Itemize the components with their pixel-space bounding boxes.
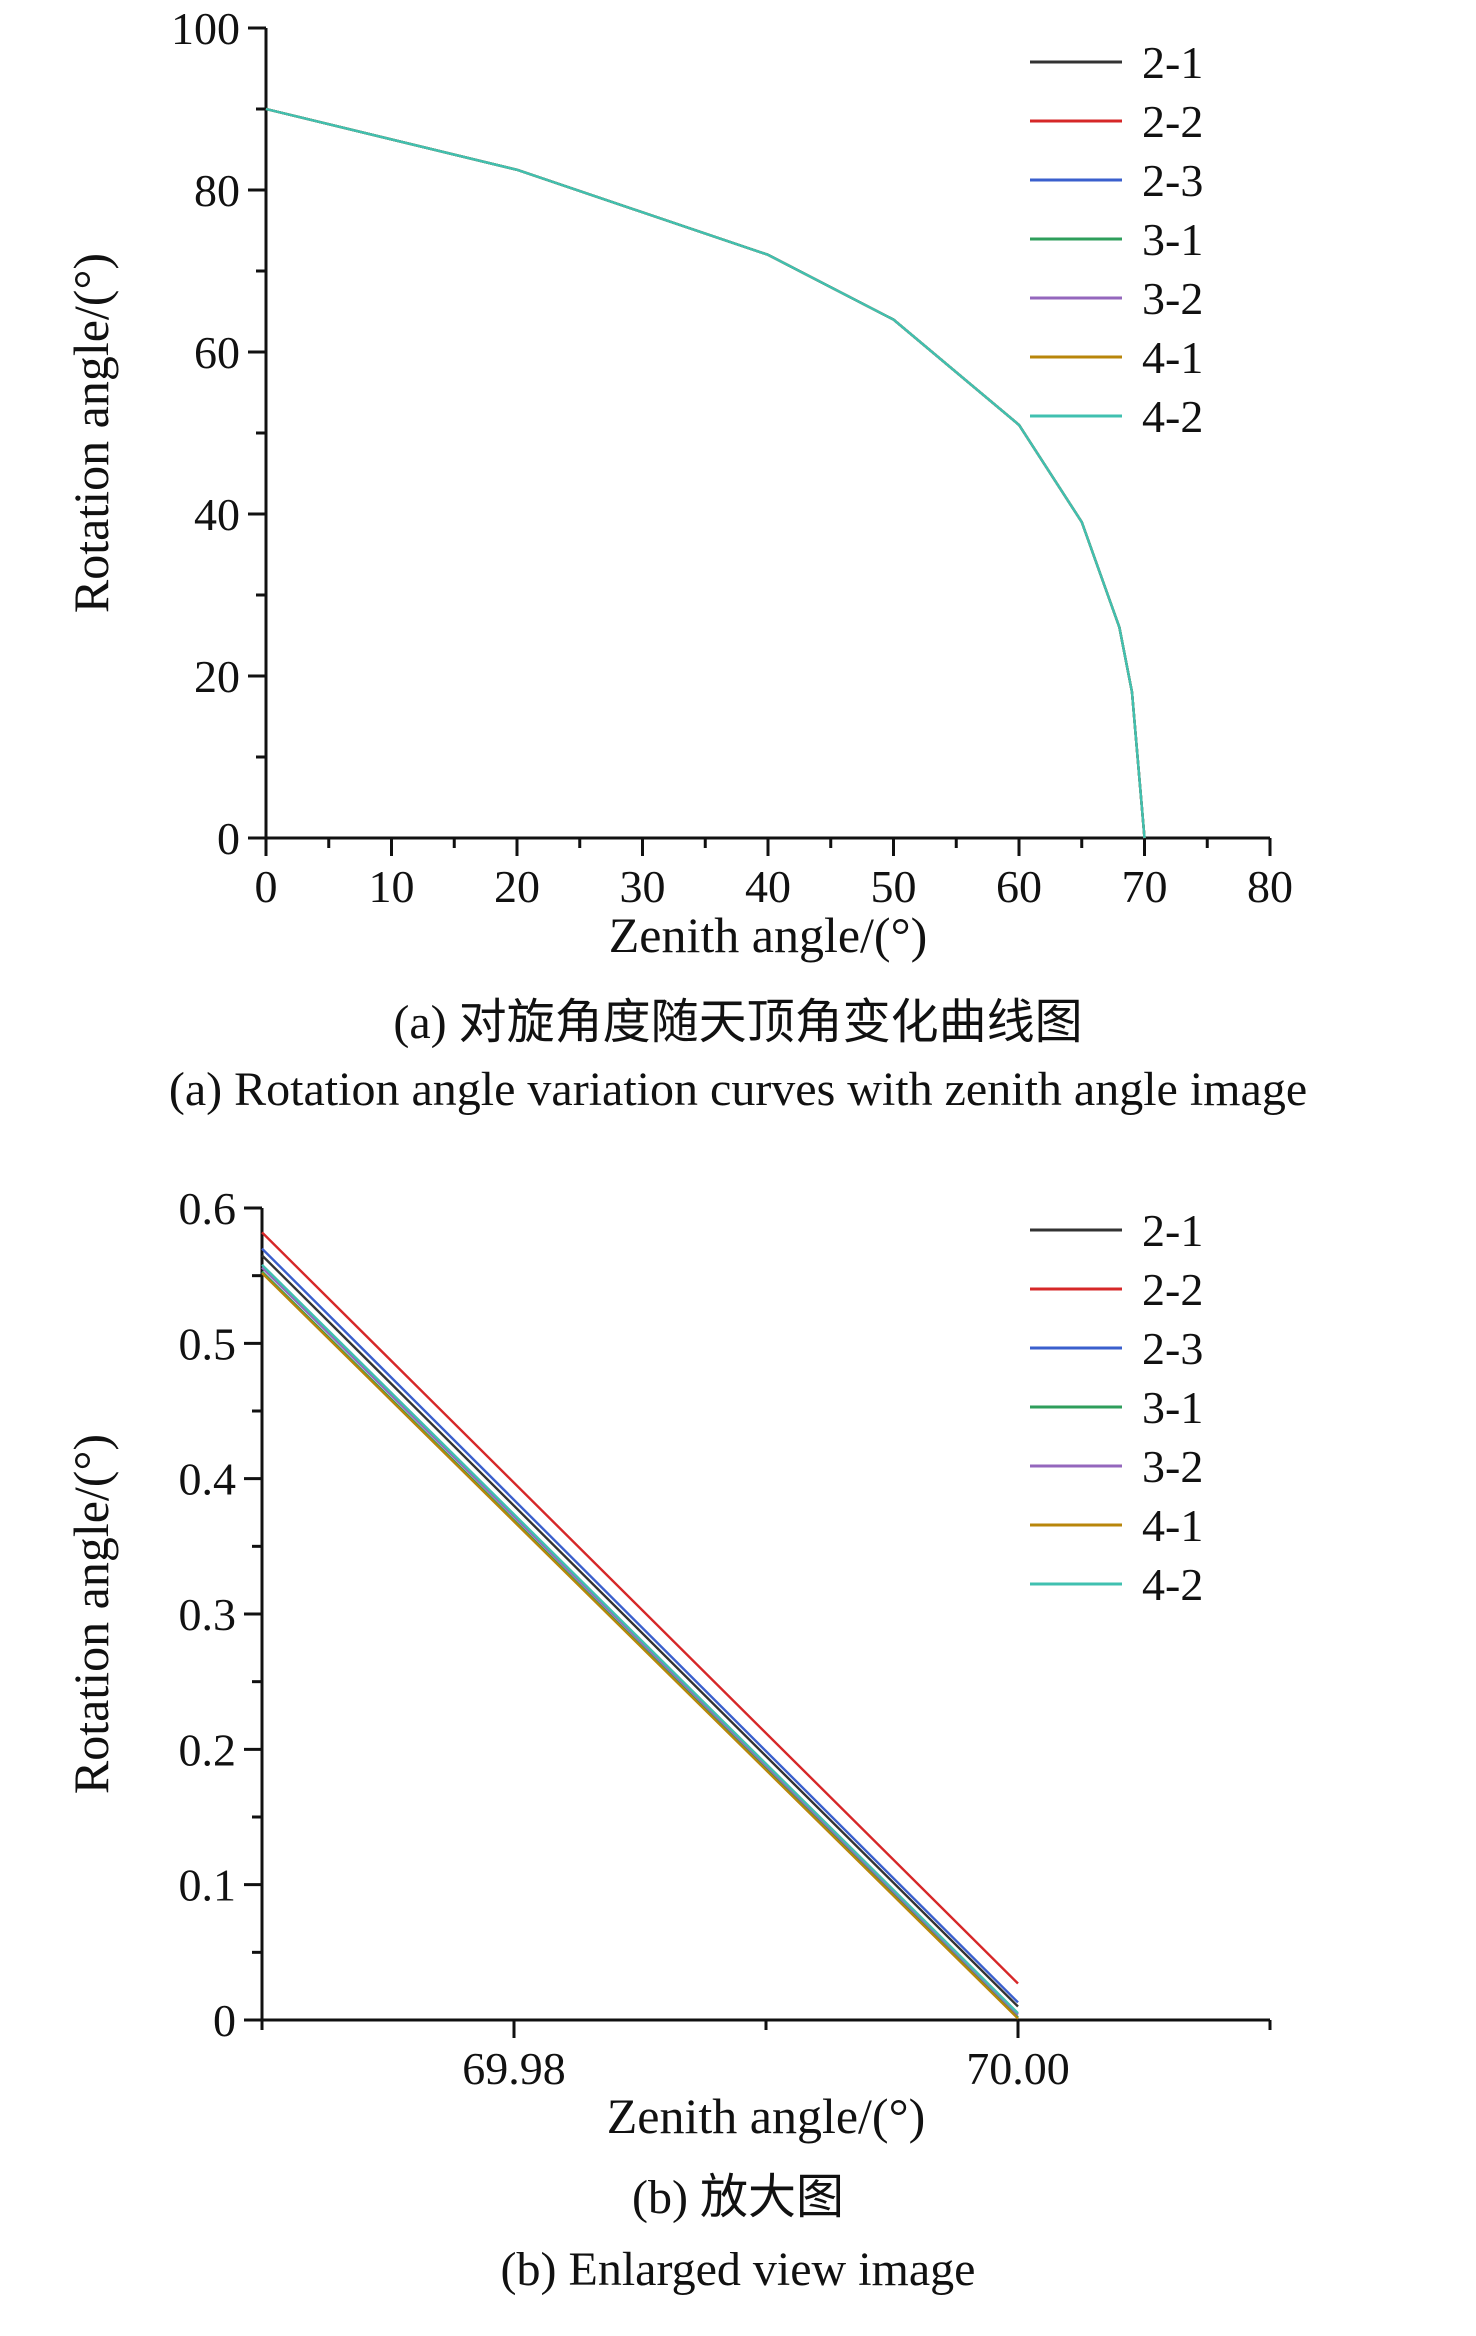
chart-a-caption-en: (a) Rotation angle variation curves with… [169,1063,1307,1116]
chart-b-caption-en: (b) Enlarged view image [501,2243,976,2296]
chart-b-series-line-4-2 [261,1263,1019,2015]
chart-b-y-axis-title: Rotation angle/(°) [63,1434,119,1794]
chart-a-caption-cn: (a) 对旋角度随天顶角变化曲线图 [393,996,1082,1049]
chart-a-series-line-2-2 [265,107,1146,839]
chart-a-series-line-3-1 [265,107,1146,839]
chart-b-series-line-2-2 [261,1231,1019,1985]
chart-a-x-tick-label: 30 [620,861,666,912]
chart-b-series-line-2-1 [261,1254,1019,2008]
chart-b-x-axis-title: Zenith angle/(°) [607,2088,925,2144]
chart-a: 0 10 20 30 40 50 60 70 80 0 20 40 60 80 100 2-1 2-2 2-3 3-… [63,3,1307,1116]
chart-a-x-tick-label: 50 [871,861,917,912]
chart-a-x-tick-label: 10 [369,861,415,912]
chart-a-legend-label: 3-1 [1142,214,1203,265]
chart-b-legend-label: 4-2 [1142,1559,1203,1610]
chart-b-y-tick-label: 0.3 [179,1589,237,1640]
chart-a-x-tick-label: 60 [996,861,1042,912]
chart-a-series-line-2-1 [265,107,1146,839]
chart-b-x-tick-label: 69.98 [462,2043,566,2094]
chart-b-y-tick-label: 0.2 [179,1724,237,1775]
chart-a-y-tick-label: 80 [194,165,240,216]
chart-a-series-line-4-1 [265,107,1146,839]
chart-b-legend-label: 2-2 [1142,1264,1203,1315]
chart-b-legend-label: 2-1 [1142,1205,1203,1256]
chart-b-y-tick-label: 0.6 [179,1183,237,1234]
chart-b-x-tick-label: 70.00 [966,2043,1070,2094]
chart-a-y-tick-label: 0 [217,813,240,864]
chart-a-series-line-2-3 [265,107,1146,839]
chart-a-x-tick-label: 40 [745,861,791,912]
chart-a-legend-label: 2-2 [1142,96,1203,147]
chart-a-x-tick-label: 80 [1247,861,1293,912]
chart-a-legend-label: 2-1 [1142,37,1203,88]
chart-a-x-tick-label: 0 [255,861,278,912]
chart-a-legend-label: 2-3 [1142,155,1203,206]
chart-a-series-line-4-2 [265,107,1146,839]
chart-b-y-tick-label: 0 [213,1995,236,2046]
chart-a-x-tick-label: 70 [1122,861,1168,912]
chart-b: 69.98 70.00 0 0.1 0.2 0.3 0.4 0.5 0.6 2-1 2-2 2-3 3-… [63,1183,1272,2296]
chart-a-legend-label: 3-2 [1142,273,1203,324]
chart-b-caption-cn: (b) 放大图 [632,2171,844,2224]
chart-b-series-line-2-3 [261,1247,1019,2004]
chart-b-legend-label: 3-2 [1142,1441,1203,1492]
chart-a-series-line-3-2 [265,107,1146,839]
chart-b-y-tick-label: 0.1 [179,1860,237,1911]
chart-a-y-tick-label: 20 [194,651,240,702]
chart-a-y-axis-title: Rotation angle/(°) [63,253,119,613]
chart-b-legend-label: 3-1 [1142,1382,1203,1433]
chart-a-legend-label: 4-1 [1142,332,1203,383]
chart-a-x-tick-label: 20 [494,861,540,912]
chart-a-y-tick-label: 100 [171,3,240,54]
chart-a-y-tick-label: 40 [194,489,240,540]
chart-b-legend-label: 4-1 [1142,1500,1203,1551]
chart-a-x-axis-title: Zenith angle/(°) [609,907,927,963]
chart-b-y-tick-label: 0.4 [179,1454,237,1505]
chart-b-series-line-4-1 [261,1272,1019,2020]
chart-a-legend-label: 4-2 [1142,391,1203,442]
chart-a-y-tick-label: 60 [194,327,240,378]
chart-b-y-tick-label: 0.5 [179,1318,237,1369]
chart-b-legend-label: 2-3 [1142,1323,1203,1374]
